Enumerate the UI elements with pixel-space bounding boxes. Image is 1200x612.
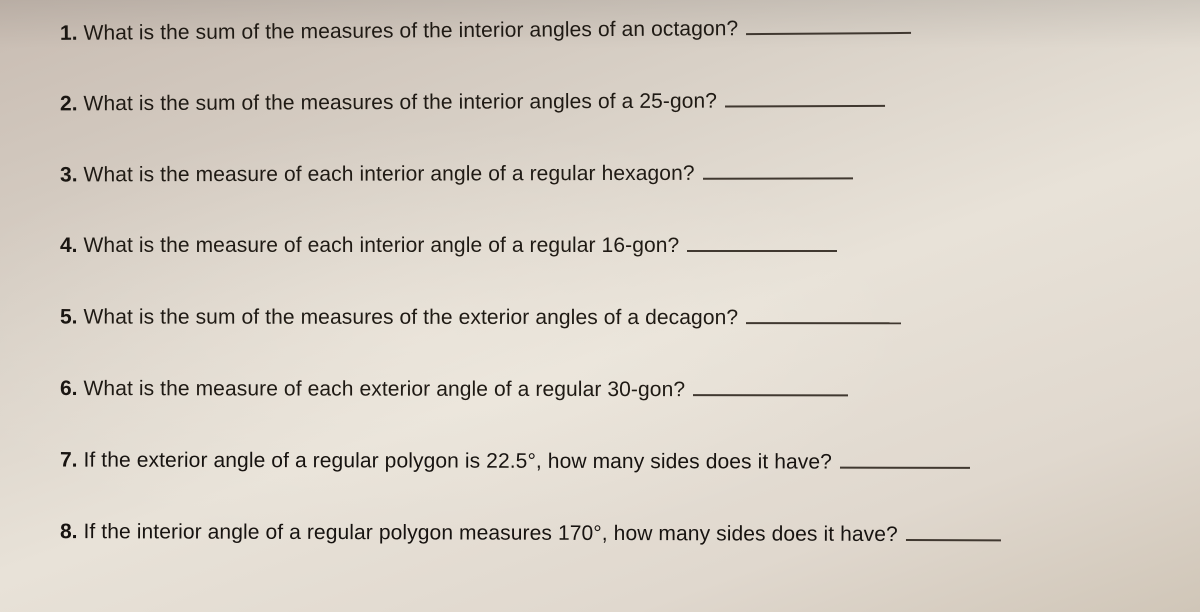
question-7: 7. If the exterior angle of a regular po… [60, 449, 1170, 476]
question-text: What is the sum of the measures of the e… [84, 306, 739, 331]
question-3: 3. What is the measure of each interior … [60, 161, 1170, 188]
answer-blank[interactable] [693, 380, 848, 396]
question-number: 8. [60, 520, 78, 544]
question-5: 5. What is the sum of the measures of th… [60, 306, 1170, 331]
question-list: 1. What is the sum of the measures of th… [60, 18, 1170, 546]
question-text: What is the measure of each interior ang… [83, 162, 694, 188]
question-number: 3. [60, 163, 78, 187]
question-text: If the interior angle of a regular polyg… [83, 520, 897, 547]
question-text: What is the measure of each exterior ang… [83, 377, 685, 402]
question-8: 8. If the interior angle of a regular po… [60, 520, 1170, 548]
question-number: 2. [60, 92, 78, 116]
answer-blank[interactable] [746, 18, 911, 35]
answer-blank[interactable] [687, 236, 837, 252]
question-number: 7. [60, 449, 78, 473]
question-text: What is the sum of the measures of the i… [83, 90, 717, 117]
question-1: 1. What is the sum of the measures of th… [60, 14, 1170, 46]
question-text: What is the measure of each interior ang… [84, 234, 680, 258]
question-2: 2. What is the sum of the measures of th… [60, 88, 1170, 117]
question-number: 5. [60, 306, 78, 330]
answer-blank[interactable] [703, 163, 853, 179]
question-number: 6. [60, 377, 78, 401]
answer-blank[interactable] [840, 453, 970, 469]
question-number: 4. [60, 234, 78, 258]
question-6: 6. What is the measure of each exterior … [60, 377, 1170, 403]
answer-blank[interactable] [906, 525, 1001, 541]
question-text: If the exterior angle of a regular polyg… [83, 449, 831, 475]
question-4: 4. What is the measure of each interior … [60, 234, 1170, 258]
question-number: 1. [60, 22, 78, 46]
question-text: What is the sum of the measures of the i… [83, 17, 738, 46]
answer-blank[interactable] [725, 91, 885, 108]
answer-blank[interactable] [746, 308, 901, 324]
